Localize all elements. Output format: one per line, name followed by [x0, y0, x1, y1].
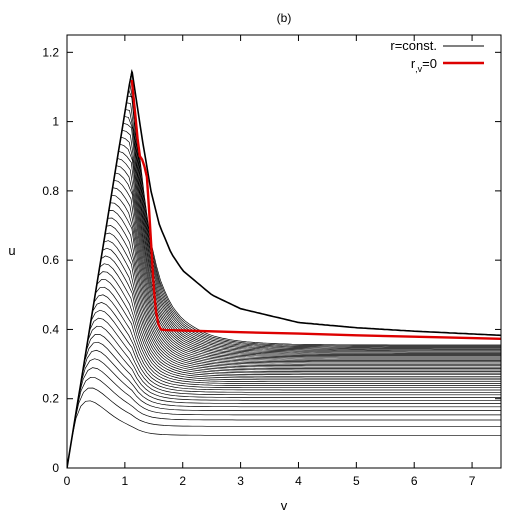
r-const-curve [67, 88, 501, 468]
r-const-curve [67, 122, 501, 468]
r-const-curve [67, 358, 501, 468]
r-const-curve [67, 150, 501, 468]
r-const-curve [67, 286, 501, 468]
r-const-curve [67, 194, 501, 468]
x-tick-label: 1 [122, 474, 129, 488]
r-const-curve [67, 157, 501, 468]
r-const-curve [67, 263, 501, 468]
r-const-curve [67, 210, 501, 468]
y-tick-label: 0.8 [42, 184, 59, 198]
r-const-curve [67, 82, 501, 468]
r-const-curve [67, 232, 501, 468]
r-const-curve [67, 115, 501, 468]
y-axis-label: u [8, 243, 15, 258]
x-tick-label: 5 [353, 474, 360, 488]
r-const-curve [67, 143, 501, 468]
r-v-zero-curve [130, 79, 502, 340]
r-const-curve [67, 165, 501, 468]
x-tick-label: 4 [295, 474, 302, 488]
curve-family-r-const [67, 69, 501, 468]
r-const-curve [67, 302, 501, 468]
x-tick-label: 0 [64, 474, 71, 488]
r-const-curve [67, 376, 501, 468]
x-axis-label: v [281, 498, 288, 513]
r-const-envelope [67, 71, 501, 468]
y-tick-label: 0.2 [42, 392, 59, 406]
legend-label-r-const: r=const. [390, 38, 437, 53]
y-tick-label: 0.6 [42, 253, 59, 267]
r-const-curve [67, 109, 501, 468]
r-const-curve [67, 309, 501, 468]
r-const-curve [67, 129, 501, 468]
r-const-curve [67, 217, 501, 468]
r-const-curve [67, 279, 501, 468]
r-const-curve [67, 325, 501, 468]
x-tick-label: 6 [411, 474, 418, 488]
r-const-curve [67, 317, 501, 468]
y-tick-label: 0.4 [42, 322, 59, 336]
r-const-curve [67, 136, 501, 468]
y-tick-label: 1.2 [42, 45, 59, 59]
legend: r=const. r,v=0 [390, 38, 484, 74]
r-const-curve [67, 179, 501, 468]
legend-label-rv-zero: r,v=0 [411, 56, 437, 74]
r-const-curve [67, 255, 501, 468]
r-const-curve [67, 341, 501, 468]
r-const-curve [67, 172, 501, 468]
y-tick-label: 1 [52, 115, 59, 129]
r-const-curve [67, 349, 501, 468]
x-tick-label: 2 [179, 474, 186, 488]
r-const-curve [67, 333, 501, 468]
r-const-curve [67, 367, 501, 468]
x-tick-label: 3 [237, 474, 244, 488]
axis-ticks: 0 1 2 3 4 5 6 7 0 0.2 0.4 0.6 0.8 1 1.2 [42, 35, 501, 488]
r-const-curve [67, 225, 501, 468]
r-const-curve [67, 69, 501, 468]
x-tick-label: 7 [469, 474, 476, 488]
plot-frame [66, 34, 502, 469]
r-const-curve [67, 240, 501, 468]
y-tick-label: 0 [52, 461, 59, 475]
chart-title: (b) [277, 11, 292, 25]
plot-curves [67, 69, 502, 468]
r-const-curve [67, 400, 501, 468]
r-const-curve [67, 294, 501, 468]
r-const-curve [67, 187, 501, 468]
r-const-curve [67, 202, 501, 468]
r-const-curve [67, 247, 501, 468]
r-const-curve [67, 387, 501, 468]
r-const-curve [67, 271, 501, 468]
r-const-curve [67, 76, 501, 468]
r-const-curve [67, 95, 501, 468]
